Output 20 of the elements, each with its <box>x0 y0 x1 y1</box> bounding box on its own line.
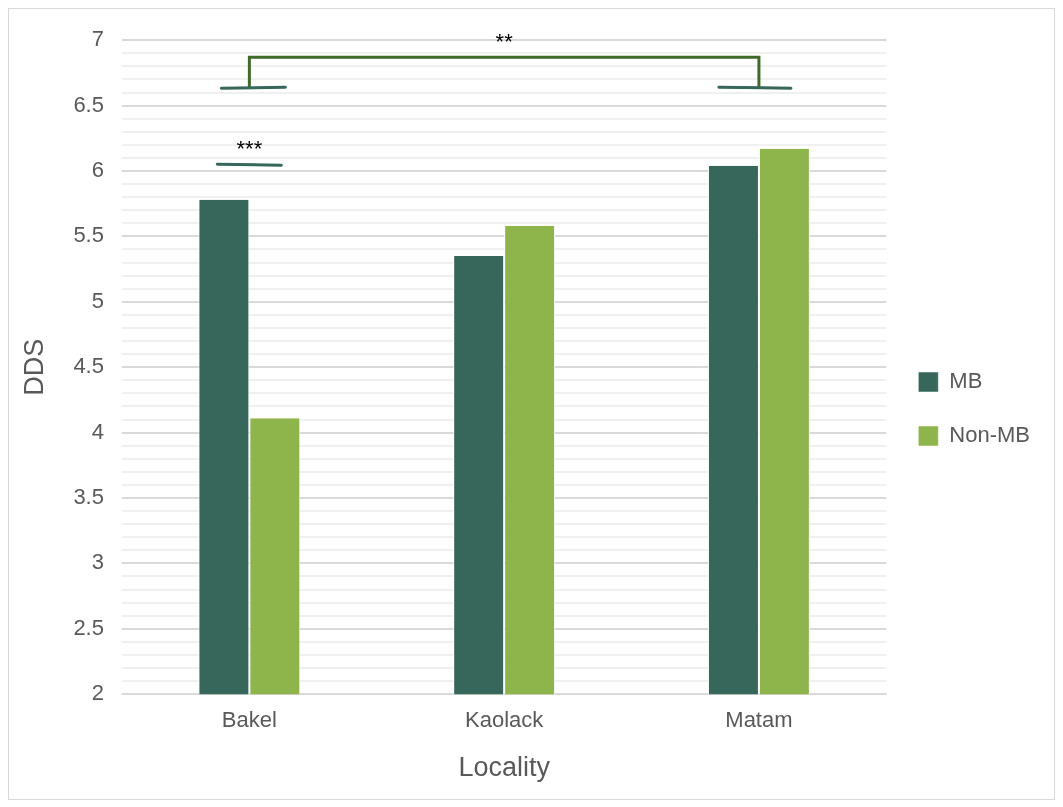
y-tick-label: 4 <box>91 418 104 444</box>
y-tick-label: 3.5 <box>73 484 104 510</box>
y-tick-label: 5 <box>91 287 104 313</box>
x-axis-title: Locality <box>458 752 551 783</box>
legend-label: Non-MB <box>949 422 1030 448</box>
y-tick-label: 3 <box>91 549 104 575</box>
x-tick-label: Bakel <box>221 707 277 733</box>
y-tick-label: 6 <box>91 157 104 183</box>
y-tick-label: 2 <box>91 680 104 706</box>
y-tick-label: 6.5 <box>73 91 104 117</box>
x-tick-label: Matam <box>725 707 793 733</box>
y-tick-label: 7 <box>91 26 104 52</box>
legend-label: MB <box>949 368 983 394</box>
annotation: *** <box>236 136 263 162</box>
annotation: ** <box>495 29 514 55</box>
x-tick-label: Kaolack <box>465 707 545 733</box>
y-tick-label: 5.5 <box>73 222 104 248</box>
y-tick-label: 2.5 <box>73 614 104 640</box>
y-tick-label: 4.5 <box>73 353 104 379</box>
y-axis-title: DDS <box>18 338 49 396</box>
